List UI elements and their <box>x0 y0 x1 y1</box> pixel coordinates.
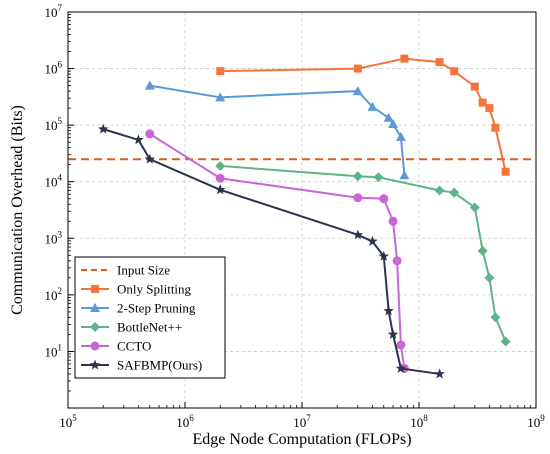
series-group <box>97 54 511 379</box>
series-line <box>220 164 507 342</box>
legend-label: SAFBMP(Ours) <box>117 358 202 373</box>
marker-square <box>435 58 444 67</box>
y-tick-label: 102 <box>45 286 63 303</box>
series-only-splitting <box>216 54 510 176</box>
marker-triangle <box>383 112 394 122</box>
series-line <box>220 57 507 172</box>
y-tick-label: 103 <box>45 229 63 246</box>
x-tick-label: 107 <box>293 413 311 430</box>
legend-box <box>74 256 226 379</box>
marker-square <box>91 285 99 293</box>
marker-diamond <box>500 336 511 347</box>
legend-item: Input Size <box>81 263 170 278</box>
marker-square <box>491 123 500 132</box>
legend-label: Only Splitting <box>117 282 192 297</box>
marker-star <box>89 359 101 370</box>
y-tick-label: 101 <box>45 342 63 359</box>
y-tick-label: 106 <box>45 60 63 77</box>
x-tick-label: 106 <box>176 413 194 430</box>
x-axis-title: Edge Node Computation (FLOPs) <box>192 431 411 448</box>
y-axis-title: Communication Overhead (Bits) <box>9 105 26 315</box>
marker-triangle <box>399 170 410 180</box>
marker-diamond <box>469 202 480 213</box>
marker-triangle <box>90 303 100 312</box>
y-tick-label: 104 <box>45 173 63 190</box>
marker-circle <box>379 194 389 204</box>
x-tick-label: 109 <box>527 413 545 430</box>
marker-triangle <box>395 131 406 141</box>
marker-star <box>352 229 364 240</box>
y-tick-label: 107 <box>45 3 63 20</box>
marker-circle <box>353 193 363 203</box>
marker-diamond <box>215 160 226 171</box>
marker-circle <box>396 340 406 350</box>
marker-diamond <box>434 185 445 196</box>
marker-square <box>353 64 362 73</box>
marker-square <box>501 167 510 176</box>
marker-triangle <box>144 80 155 90</box>
marker-square <box>400 54 409 63</box>
marker-star <box>434 368 445 379</box>
marker-triangle <box>352 86 363 96</box>
legend-item: SAFBMP(Ours) <box>81 358 202 373</box>
marker-triangle <box>215 92 226 102</box>
marker-triangle <box>367 101 378 111</box>
marker-circle <box>145 129 155 139</box>
series-2-step-pruning <box>144 80 410 180</box>
marker-star <box>214 184 226 195</box>
series-safbmp-ours <box>97 123 445 379</box>
legend-item: BottleNet++ <box>81 320 182 335</box>
marker-square <box>485 104 494 113</box>
marker-diamond <box>352 171 363 182</box>
marker-circle <box>392 256 402 266</box>
marker-circle <box>215 173 225 183</box>
marker-circle <box>388 216 398 226</box>
marker-star <box>387 328 399 339</box>
marker-diamond <box>477 245 488 256</box>
marker-star <box>133 134 144 145</box>
x-tick-label: 105 <box>59 413 77 430</box>
series-bottlenet <box>215 160 511 347</box>
legend-label: 2-Step Pruning <box>117 301 196 316</box>
marker-star <box>367 235 378 246</box>
marker-square <box>470 82 479 91</box>
marker-square <box>450 67 459 76</box>
marker-star <box>395 362 407 373</box>
marker-square <box>478 98 487 107</box>
marker-star <box>383 305 394 316</box>
marker-triangle <box>388 118 399 128</box>
marker-star <box>378 250 390 261</box>
legend-item: CCTO <box>81 339 151 354</box>
series-ccto <box>145 129 409 373</box>
marker-star <box>144 153 156 164</box>
legend-item: Only Splitting <box>81 282 192 297</box>
legend-label: BottleNet++ <box>117 320 182 335</box>
marker-diamond <box>484 272 495 283</box>
legend-item: 2-Step Pruning <box>81 301 196 316</box>
y-tick-label: 105 <box>45 116 63 133</box>
ticks-group: 105 106 107 108 109 101 102 103 104 105 106 107 <box>45 3 546 430</box>
series-line <box>149 133 406 369</box>
legend-label: CCTO <box>117 339 151 354</box>
marker-diamond <box>490 312 501 323</box>
marker-diamond <box>449 187 460 198</box>
legend-label: Input Size <box>117 263 170 278</box>
legend: Input Size Only Splitting 2-Step Pruning Bo… <box>74 256 226 379</box>
marker-circle <box>90 341 100 351</box>
marker-square <box>216 67 225 76</box>
x-tick-label: 108 <box>410 413 428 430</box>
marker-star <box>97 123 109 134</box>
marker-diamond <box>90 322 100 332</box>
marker-diamond <box>373 172 384 183</box>
